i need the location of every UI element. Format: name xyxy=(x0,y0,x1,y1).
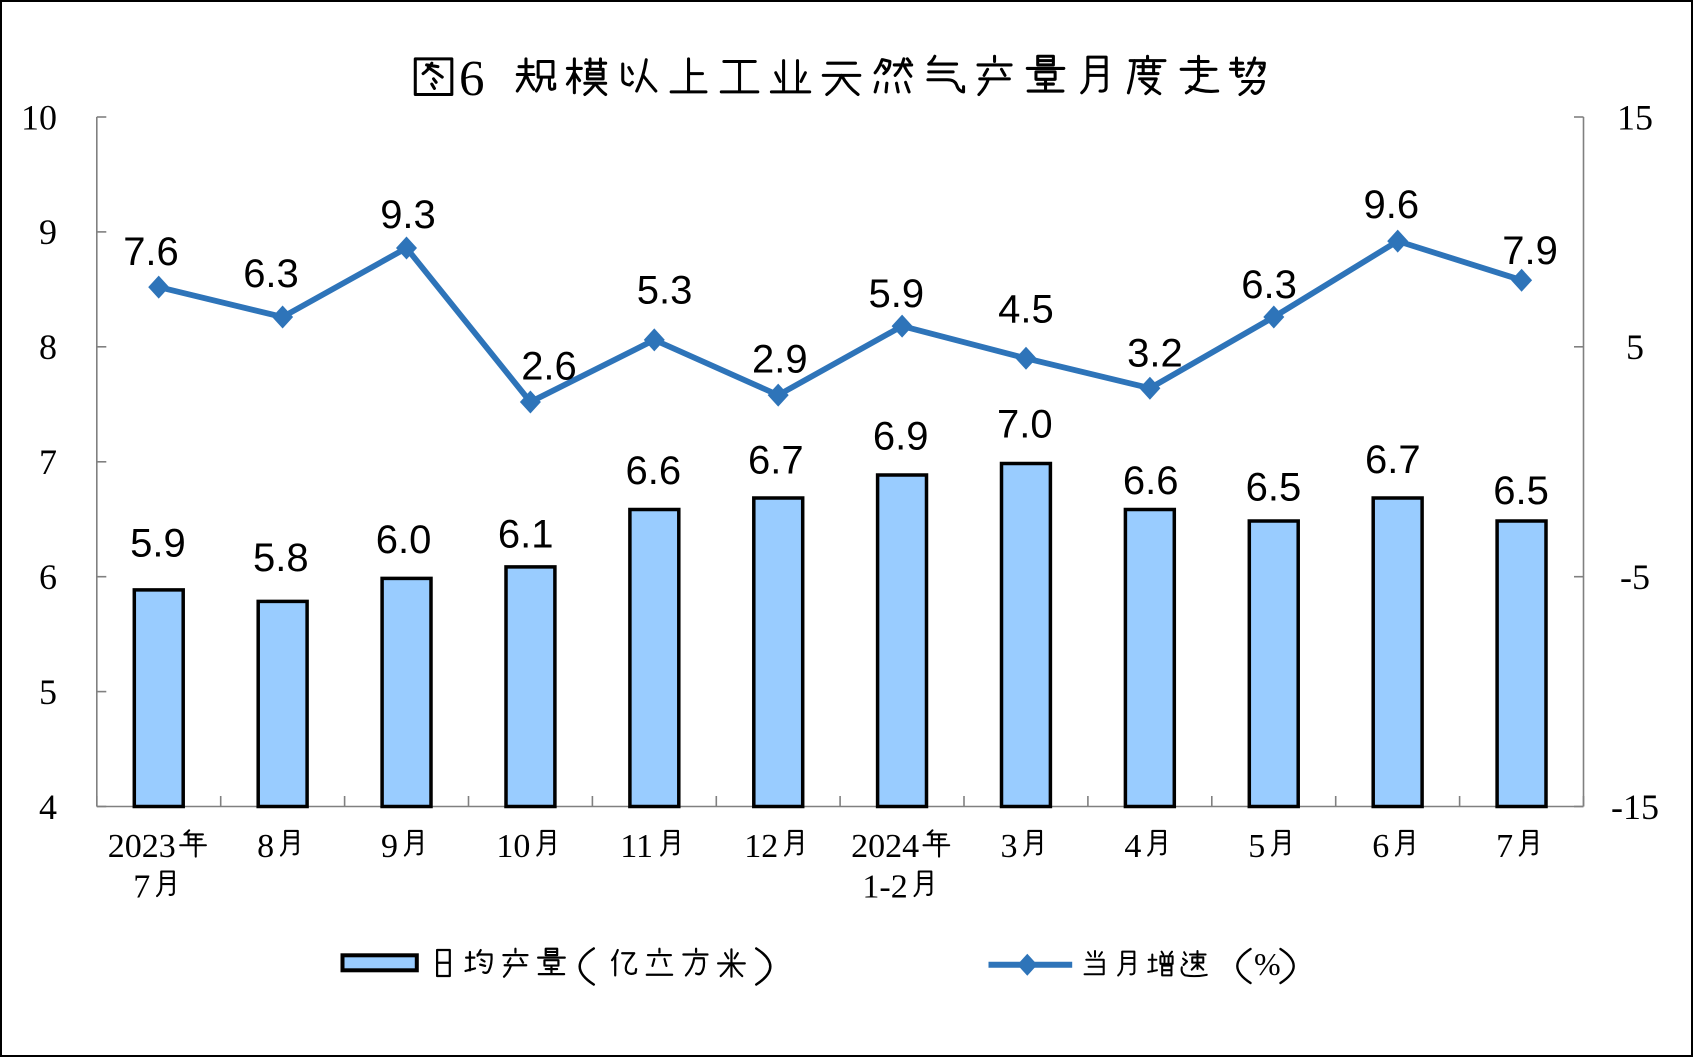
svg-text:6.5: 6.5 xyxy=(1493,469,1549,513)
svg-text:5.3: 5.3 xyxy=(637,268,693,312)
svg-text:9: 9 xyxy=(39,212,57,252)
svg-text:6.3: 6.3 xyxy=(243,252,299,296)
svg-text:2024: 2024 xyxy=(851,828,919,865)
svg-text:6: 6 xyxy=(1372,828,1389,865)
svg-text:5.8: 5.8 xyxy=(253,536,309,580)
svg-text:6.0: 6.0 xyxy=(376,518,432,562)
svg-text:6.6: 6.6 xyxy=(1123,459,1179,503)
svg-text:3.2: 3.2 xyxy=(1127,331,1183,375)
svg-text:8: 8 xyxy=(257,828,274,865)
svg-text:6.1: 6.1 xyxy=(498,512,554,556)
svg-text:-15: -15 xyxy=(1611,787,1659,827)
svg-text:5: 5 xyxy=(1626,327,1644,367)
svg-text:12: 12 xyxy=(744,828,778,865)
svg-text:9.6: 9.6 xyxy=(1363,183,1419,227)
svg-text:6: 6 xyxy=(39,557,57,597)
svg-text:7: 7 xyxy=(1496,828,1513,865)
svg-text:4: 4 xyxy=(39,787,57,827)
svg-text:%: % xyxy=(1254,946,1281,982)
svg-text:10: 10 xyxy=(21,97,57,137)
svg-text:9: 9 xyxy=(381,828,398,865)
svg-text:15: 15 xyxy=(1617,97,1653,137)
svg-text:10: 10 xyxy=(496,828,530,865)
svg-text:2.9: 2.9 xyxy=(752,338,808,382)
svg-text:2023: 2023 xyxy=(108,828,176,865)
svg-text:1-2: 1-2 xyxy=(862,869,907,906)
svg-text:7.6: 7.6 xyxy=(123,230,179,274)
svg-text:8: 8 xyxy=(39,327,57,367)
svg-text:4.5: 4.5 xyxy=(998,288,1054,332)
svg-text:7: 7 xyxy=(39,442,57,482)
svg-text:7.9: 7.9 xyxy=(1502,229,1558,273)
svg-text:6.3: 6.3 xyxy=(1241,263,1297,307)
svg-text:-5: -5 xyxy=(1620,557,1650,597)
svg-text:9.3: 9.3 xyxy=(380,193,436,237)
svg-text:5.9: 5.9 xyxy=(130,522,186,566)
svg-text:6: 6 xyxy=(459,52,485,108)
svg-text:6.9: 6.9 xyxy=(873,415,929,459)
svg-text:7.0: 7.0 xyxy=(997,403,1053,447)
svg-text:2.6: 2.6 xyxy=(521,344,577,388)
svg-text:6.5: 6.5 xyxy=(1246,466,1302,510)
svg-text:5: 5 xyxy=(39,672,57,712)
svg-text:5.9: 5.9 xyxy=(868,272,924,316)
svg-text:5: 5 xyxy=(1248,828,1265,865)
svg-text:3: 3 xyxy=(1001,828,1018,865)
svg-text:11: 11 xyxy=(620,828,653,865)
svg-text:6.6: 6.6 xyxy=(625,449,681,493)
svg-text:6.7: 6.7 xyxy=(1365,438,1421,482)
svg-text:7: 7 xyxy=(133,869,150,906)
svg-text:4: 4 xyxy=(1124,828,1141,865)
svg-text:6.7: 6.7 xyxy=(748,439,804,483)
